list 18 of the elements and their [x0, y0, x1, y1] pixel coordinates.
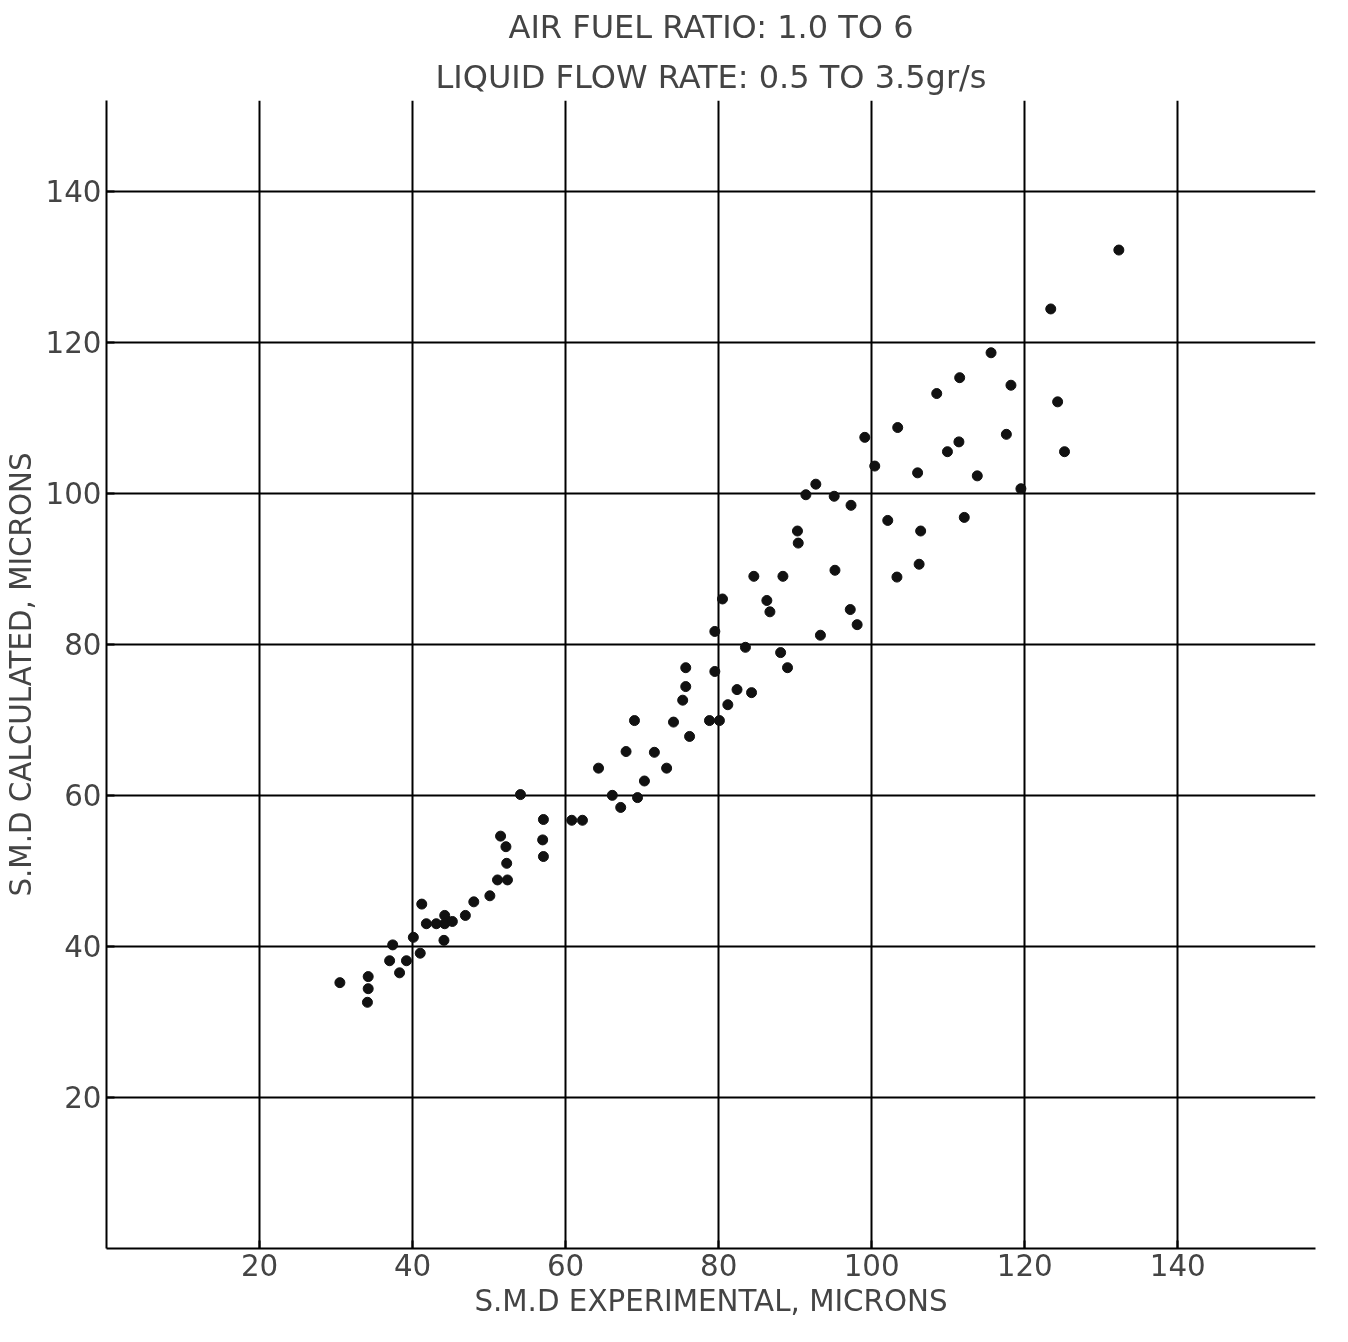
x-tick-label: 40	[393, 1248, 432, 1283]
x-tick-label: 120	[996, 1248, 1053, 1283]
chart-subtitle: LIQUID FLOW RATE: 0.5 TO 3.5gr/s	[435, 57, 987, 96]
y-tick-label: 100	[45, 477, 102, 512]
x-tick-label: 100	[843, 1248, 900, 1283]
chart-title: AIR FUEL RATIO: 1.0 TO 6	[508, 7, 914, 46]
x-tick-label: 140	[1149, 1248, 1206, 1283]
x-tick-label: 60	[546, 1248, 585, 1283]
x-tick-label: 80	[699, 1248, 738, 1283]
x-axis-title: S.M.D EXPERIMENTAL, MICRONS	[474, 1283, 948, 1318]
y-axis-title: S.M.D CALCULATED, MICRONS	[3, 452, 38, 897]
y-tick-label: 140	[45, 175, 102, 210]
y-tick-label: 40	[64, 930, 102, 965]
y-tick-label: 20	[64, 1081, 102, 1116]
y-tick-label: 60	[64, 779, 102, 814]
y-tick-label: 120	[45, 326, 102, 361]
x-tick-label: 20	[240, 1248, 279, 1283]
y-tick-label: 80	[64, 628, 102, 663]
